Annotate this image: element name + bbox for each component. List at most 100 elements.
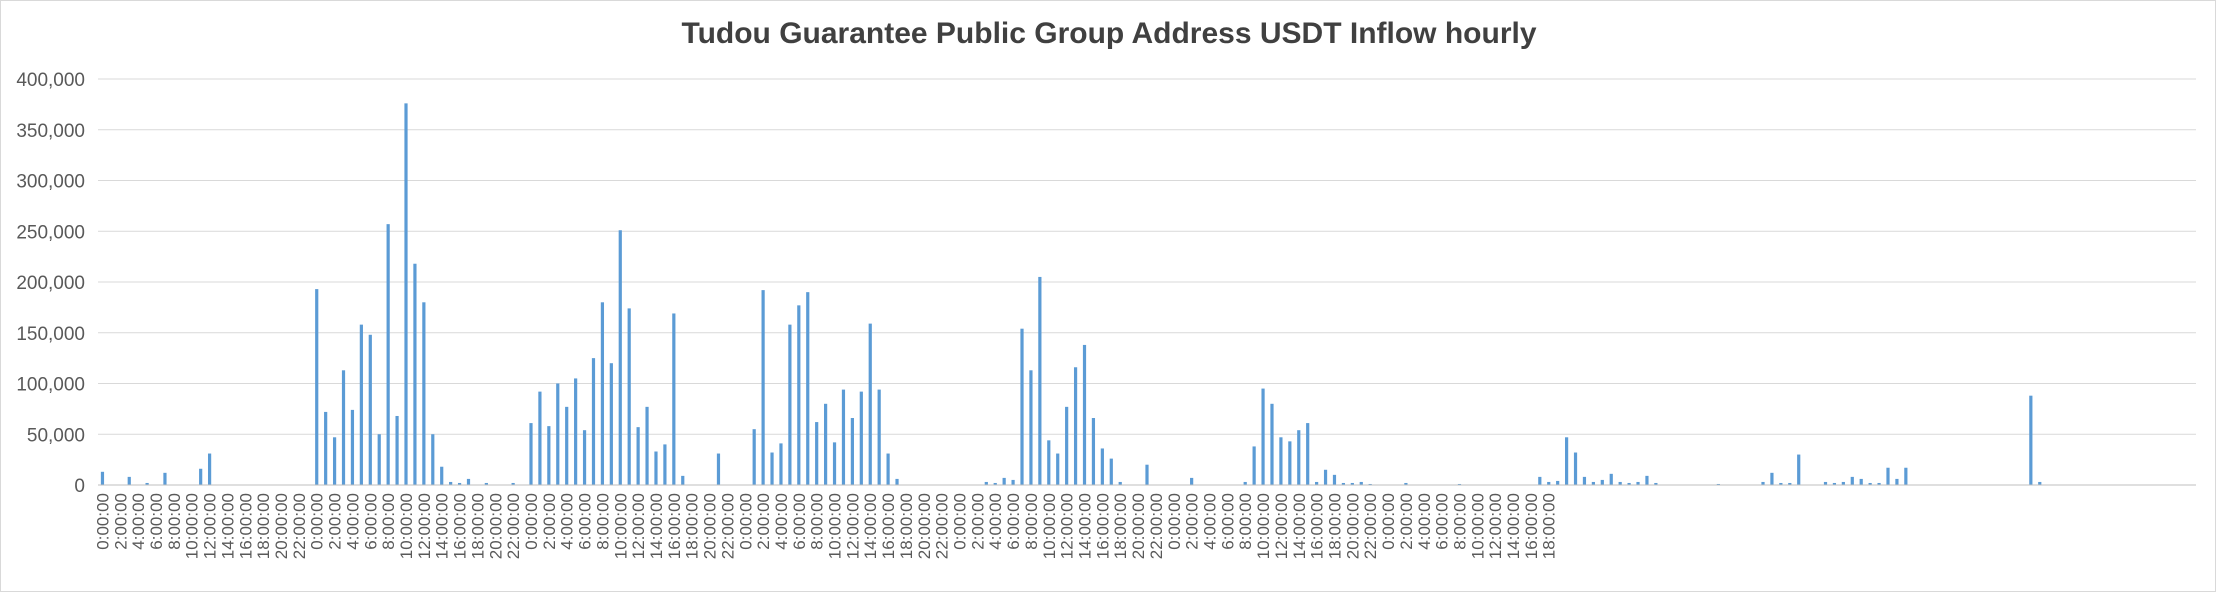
x-tick-label: 14:00:00: [433, 493, 452, 559]
bar: [1297, 430, 1301, 485]
bar: [850, 418, 854, 485]
x-tick-label: 18:00:00: [1540, 493, 1559, 559]
x-tick-label: 2:00:00: [754, 493, 773, 550]
y-tick-label: 150,000: [16, 324, 85, 345]
bar: [1841, 481, 1845, 485]
bar: [1029, 370, 1033, 485]
bar: [1636, 481, 1640, 485]
bar: [1118, 481, 1122, 485]
x-tick-label: 20:00:00: [272, 493, 291, 559]
x-tick-label: 10:00:00: [397, 493, 416, 559]
x-tick-label: 16:00:00: [236, 493, 255, 559]
x-tick-label: 14:00:00: [1290, 493, 1309, 559]
x-tick-label: 12:00:00: [629, 493, 648, 559]
x-tick-label: 0:00:00: [736, 493, 755, 550]
x-tick-label: 18:00:00: [468, 493, 487, 559]
bar: [100, 471, 105, 485]
bar: [877, 389, 881, 485]
bar: [1904, 467, 1908, 485]
x-tick-label: 2:00:00: [111, 493, 130, 550]
x-tick-label: 6:00:00: [1218, 493, 1237, 550]
bar: [466, 478, 471, 485]
bar: [1850, 476, 1854, 485]
x-tick-label: 4:00:00: [772, 493, 791, 550]
bar: [654, 451, 658, 485]
bar: [993, 482, 997, 485]
x-tick-label: 12:00:00: [843, 493, 862, 559]
x-tick-label: 4:00:00: [1200, 493, 1219, 550]
x-tick-label: 16:00:00: [879, 493, 898, 559]
bar: [1109, 458, 1113, 485]
x-tick-label: 20:00:00: [701, 493, 720, 559]
x-tick-label: 16:00:00: [1093, 493, 1112, 559]
chart-title: Tudou Guarantee Public Group Address USD…: [681, 17, 1537, 50]
bar: [1252, 446, 1256, 485]
bar: [824, 403, 828, 485]
x-tick-label: 14:00:00: [861, 493, 880, 559]
x-tick-label: 22:00:00: [933, 493, 952, 559]
x-tick-label: 14:00:00: [1076, 493, 1095, 559]
bar: [1877, 482, 1881, 485]
y-tick-label: 0: [74, 476, 85, 497]
bar: [547, 426, 551, 485]
bar: [1618, 481, 1622, 485]
bar: [1457, 483, 1462, 485]
x-tick-label: 10:00:00: [1468, 493, 1487, 559]
x-tick-label: 20:00:00: [1343, 493, 1362, 559]
bar: [859, 391, 863, 485]
bar: [1082, 344, 1087, 485]
bar: [1306, 423, 1310, 485]
bar: [1341, 482, 1346, 485]
grid-lines: [98, 78, 2196, 435]
x-tick-label: 2:00:00: [1183, 493, 1202, 550]
bar: [761, 290, 765, 485]
bar: [368, 334, 372, 485]
bar: [565, 406, 569, 485]
bar: [413, 263, 417, 485]
x-tick-label: 8:00:00: [808, 493, 827, 550]
x-tick-label: 18:00:00: [683, 493, 702, 559]
bar: [1895, 478, 1899, 485]
x-tick-label: 18:00:00: [254, 493, 273, 559]
x-tick-label: 6:00:00: [790, 493, 809, 550]
x-tick-label: 18:00:00: [1325, 493, 1344, 559]
bar: [1654, 482, 1658, 485]
bar: [574, 378, 578, 485]
x-tick-label: 6:00:00: [576, 493, 595, 550]
x-tick-label: 10:00:00: [826, 493, 845, 559]
x-tick-label: 2:00:00: [326, 493, 345, 550]
bar: [1261, 388, 1265, 485]
bar: [1770, 472, 1774, 485]
bar: [1582, 476, 1587, 485]
bar: [582, 430, 587, 485]
bar: [868, 323, 872, 485]
bar: [681, 475, 685, 485]
bar: [2029, 395, 2033, 485]
bar: [422, 302, 426, 485]
x-tick-label: 6:00:00: [1433, 493, 1452, 550]
bar: [627, 308, 631, 485]
x-tick-label: 0:00:00: [1379, 493, 1398, 550]
bar: [1591, 481, 1595, 485]
bar: [815, 422, 819, 485]
bar: [1047, 440, 1051, 485]
bar: [984, 481, 988, 485]
bar: [1091, 418, 1096, 485]
x-tick-label: 20:00:00: [1129, 493, 1148, 559]
bar: [1073, 367, 1078, 485]
x-tick-label: 8:00:00: [1022, 493, 1041, 550]
x-tick-label: 4:00:00: [129, 493, 148, 550]
bar: [2038, 481, 2042, 485]
x-tick-label: 8:00:00: [1236, 493, 1255, 550]
bar: [1600, 479, 1604, 485]
bar: [716, 453, 721, 485]
bar: [645, 406, 649, 485]
bar: [538, 391, 542, 485]
bar: [1832, 482, 1837, 485]
y-tick-label: 350,000: [16, 121, 85, 142]
bar: [1538, 476, 1542, 485]
x-tick-label: 2:00:00: [968, 493, 987, 550]
bar: [145, 482, 149, 485]
x-tick-label: 10:00:00: [611, 493, 630, 559]
